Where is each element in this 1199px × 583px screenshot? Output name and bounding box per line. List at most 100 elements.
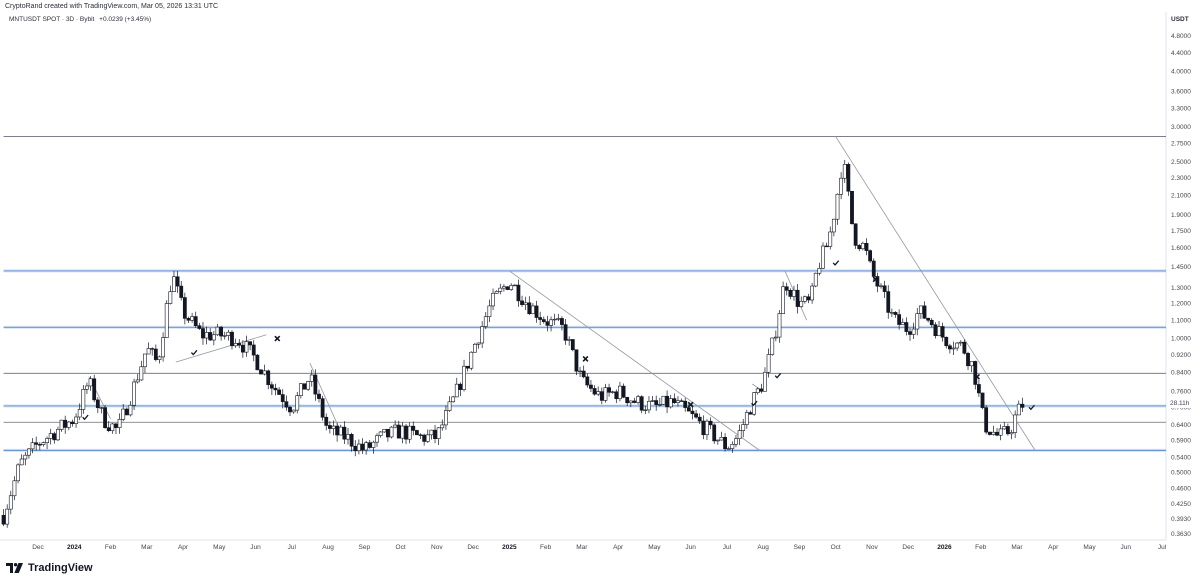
candle-up (810, 285, 815, 301)
candle-up (462, 365, 466, 390)
candle-down (940, 326, 945, 338)
candle-up (172, 276, 176, 293)
candle-up (85, 385, 89, 390)
candle-down (70, 421, 75, 424)
candle-up (744, 412, 749, 425)
candle-down (581, 370, 586, 378)
candle-down (614, 391, 619, 400)
candle-up (650, 400, 655, 402)
candle-down (560, 318, 564, 325)
candle-down (665, 395, 669, 408)
candle-up (715, 439, 720, 442)
candle-up (1009, 432, 1014, 435)
candle-up (128, 404, 133, 416)
candle-down (324, 416, 329, 426)
price-tick-label: 2.1000 (1171, 193, 1191, 200)
candle-up (998, 428, 1003, 436)
candle-up (291, 409, 296, 413)
trend-lines (88, 136, 1036, 451)
check-marker-icon (190, 349, 198, 356)
candle-up (828, 231, 833, 247)
candle-up (766, 354, 771, 373)
candle-up (157, 356, 162, 360)
candle-up (610, 391, 615, 393)
last-price-label: 28.11h (1167, 397, 1198, 408)
candle-up (835, 193, 840, 220)
candle-up (813, 272, 818, 287)
candle-down (240, 344, 245, 353)
candle-up (509, 285, 514, 290)
symbol-legend[interactable]: MNTUSDT SPOT · 3D · Bybit +0.0239 (+3.45… (9, 16, 151, 23)
candle-up (889, 312, 894, 314)
candle-up (991, 431, 996, 435)
candle-down (897, 314, 902, 325)
candle-up (567, 339, 572, 341)
candle-up (364, 442, 369, 451)
candle-down (976, 384, 981, 394)
candle-up (331, 425, 336, 429)
time-tick-label: Nov (866, 544, 878, 551)
candle-down (422, 434, 427, 442)
time-tick-label: Oct (396, 544, 406, 551)
candle-down (150, 348, 155, 350)
candle-down (574, 349, 579, 372)
candle-up (440, 424, 445, 429)
trend-line (309, 363, 340, 428)
candle-up (523, 302, 528, 305)
candle-up (951, 347, 956, 350)
price-axis-currency: USDT (1171, 16, 1189, 23)
time-tick-label: Jun (685, 544, 696, 551)
time-tick-label: Mar (141, 544, 153, 551)
time-tick-label: Jul (723, 544, 732, 551)
candle-down (317, 393, 321, 399)
candle-up (494, 291, 499, 294)
candle-up (454, 383, 459, 398)
candle-down (723, 436, 727, 450)
candle-down (396, 424, 401, 439)
candle-down (962, 341, 967, 354)
time-tick-label: Mar (576, 544, 588, 551)
candle-down (871, 260, 876, 277)
candle-up (74, 416, 78, 424)
candle-up (958, 341, 963, 344)
candle-down (208, 332, 213, 341)
candle-down (327, 425, 332, 429)
candle-up (763, 371, 767, 392)
time-tick-label: Jul (1158, 544, 1167, 551)
candle-up (879, 285, 883, 287)
candle-up (204, 332, 209, 339)
candle-down (712, 424, 717, 442)
time-tick-label: May (213, 544, 226, 551)
price-tick-label: 0.8400 (1171, 369, 1191, 376)
candle-up (233, 343, 238, 347)
candle-up (802, 296, 807, 302)
candle-up (48, 433, 53, 439)
time-tick-label: 2025 (502, 544, 517, 551)
candle-down (259, 369, 263, 375)
candle-down (52, 433, 57, 441)
price-tick-label: 1.6000 (1171, 245, 1191, 252)
time-axis[interactable]: Dec 2024 Feb Mar Apr May Jun Jul Aug Sep Oct Nov Dec… (32, 544, 1166, 551)
candle-up (596, 391, 601, 395)
price-tick-label: 0.4600 (1171, 486, 1191, 493)
candle-up (425, 434, 430, 442)
candle-down (458, 383, 463, 390)
time-tick-label: Feb (540, 544, 552, 551)
check-marker-icon (751, 400, 758, 407)
candle-up (661, 395, 666, 405)
candle-down (639, 396, 644, 411)
candle-down (103, 407, 107, 428)
price-axis[interactable]: 4.8000 4.4000 4.0000 3.6000 3.3000 3.0000 2.75… (1171, 33, 1191, 538)
candle-up (657, 404, 662, 406)
candle-down (193, 316, 198, 326)
price-tick-label: 4.8000 (1171, 33, 1191, 40)
candle-down (908, 331, 912, 335)
candle-up (226, 331, 231, 336)
price-tick-label: 2.5000 (1171, 159, 1191, 166)
time-tick-label: Sep (359, 544, 371, 551)
candle-down (534, 305, 539, 318)
price-tick-label: 3.0000 (1171, 124, 1191, 131)
candle-up (799, 301, 804, 307)
price-tick-label: 0.4250 (1171, 501, 1191, 508)
